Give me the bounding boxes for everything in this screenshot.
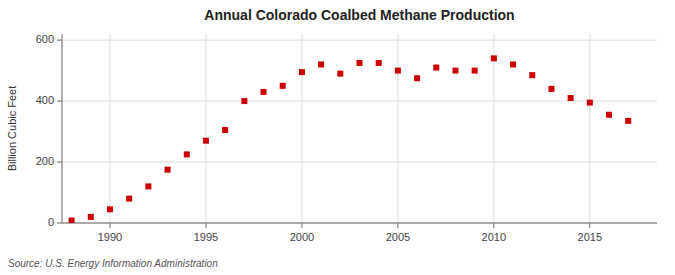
point	[452, 68, 458, 74]
x-tick	[301, 223, 302, 228]
point	[145, 183, 151, 189]
y-grid-line	[62, 40, 657, 41]
point	[261, 89, 267, 95]
y-grid-line	[62, 162, 657, 163]
point	[88, 214, 94, 220]
point	[529, 72, 535, 78]
point	[126, 196, 132, 202]
x-tick	[205, 223, 206, 228]
point	[107, 206, 113, 212]
point	[472, 68, 478, 74]
y-axis-line	[62, 34, 63, 223]
point	[222, 127, 228, 133]
x-grid-line	[301, 34, 302, 223]
x-tick-label: 2010	[482, 231, 506, 243]
point	[548, 86, 554, 92]
x-tick	[109, 223, 110, 228]
title: Annual Colorado Coalbed Methane Producti…	[204, 7, 514, 23]
point	[587, 100, 593, 106]
y-grid-line	[62, 223, 657, 224]
point	[299, 69, 305, 75]
point	[433, 65, 439, 71]
x-tick-label: 1990	[98, 231, 122, 243]
y-tick-label: 200	[36, 155, 54, 167]
chart-svg: 0 200 400 600 1990 1995 2000 2005 2010 2015 Annual…	[0, 0, 675, 275]
point	[606, 112, 612, 118]
x-axis-line	[62, 223, 657, 224]
point	[357, 60, 363, 66]
point	[395, 68, 401, 74]
x-grid-line	[397, 34, 398, 223]
y-tick-label: 600	[36, 33, 54, 45]
chart-container: 0 200 400 600 1990 1995 2000 2005 2010 2015 Annual…	[0, 0, 675, 275]
x-grid-line	[493, 34, 494, 223]
point	[241, 98, 247, 104]
x-tick-label: 2015	[578, 231, 602, 243]
x-grid-line	[589, 34, 590, 223]
point	[165, 167, 171, 173]
y-tick-label: 400	[36, 94, 54, 106]
point	[625, 118, 631, 124]
x-grid-line	[109, 34, 110, 223]
y-tick	[57, 40, 62, 41]
y-tick	[57, 162, 62, 163]
y-tick	[57, 101, 62, 102]
x-tick	[589, 223, 590, 228]
point	[376, 60, 382, 66]
point	[510, 61, 516, 67]
x-tick	[397, 223, 398, 228]
y-axis-label: Billion Cubic Feet	[6, 86, 18, 172]
point	[69, 218, 75, 223]
x-tick	[493, 223, 494, 228]
point	[337, 71, 343, 77]
x-tick-label: 1995	[194, 231, 218, 243]
point	[318, 61, 324, 67]
point	[184, 151, 190, 157]
point	[414, 75, 420, 81]
x-tick-label: 2000	[290, 231, 314, 243]
x-grid-line	[205, 34, 206, 223]
point	[203, 138, 209, 144]
grid	[62, 34, 657, 223]
points	[69, 55, 632, 223]
source-note: Source: U.S. Energy Information Administ…	[8, 258, 218, 269]
point	[280, 83, 286, 89]
x-tick-label: 2005	[386, 231, 410, 243]
point	[568, 95, 574, 101]
y-tick	[57, 223, 62, 224]
y-tick-label: 0	[48, 216, 54, 228]
point	[491, 55, 497, 61]
